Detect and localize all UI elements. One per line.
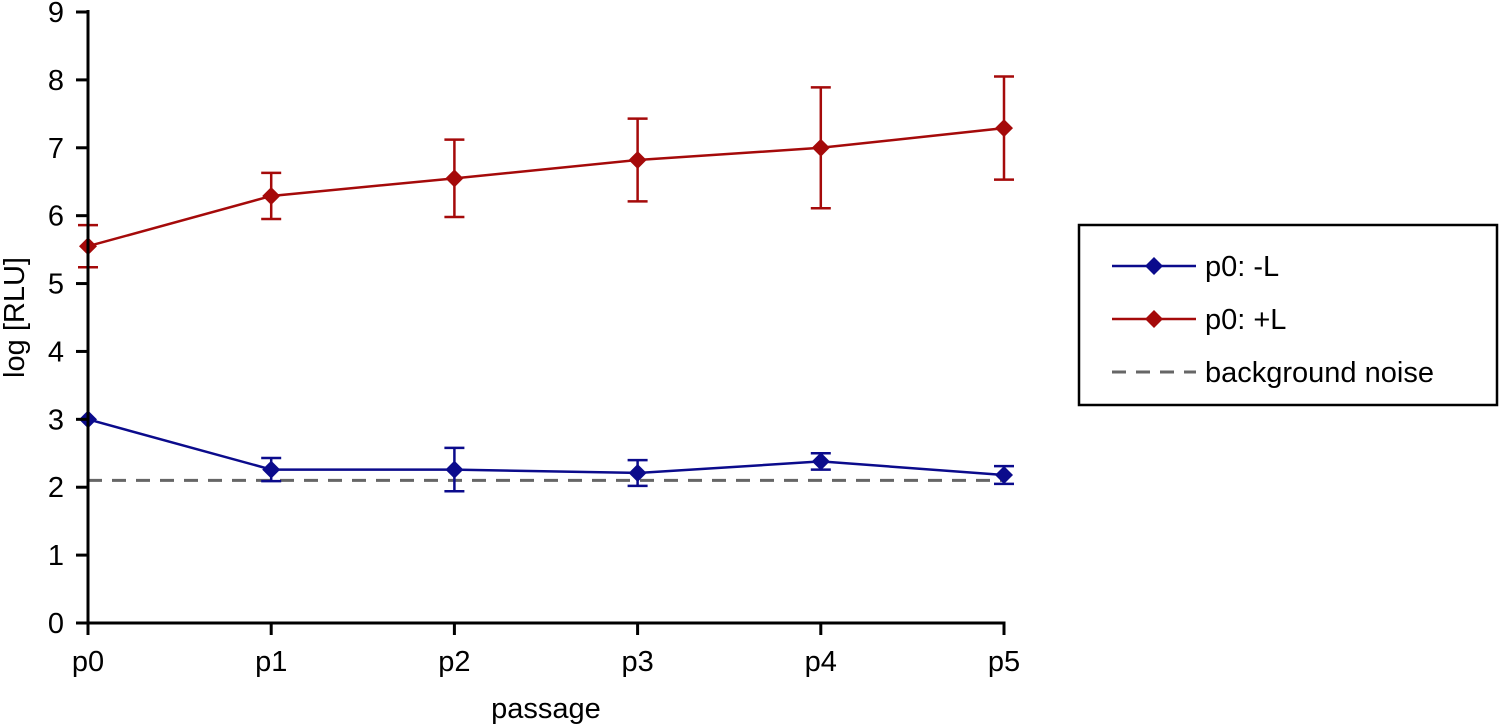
legend-marker bbox=[1145, 310, 1163, 328]
legend-marker bbox=[1145, 257, 1163, 275]
x-tick-label: p1 bbox=[255, 646, 287, 678]
plot-area bbox=[78, 75, 1014, 493]
series-line-0 bbox=[87, 418, 1005, 477]
data-point bbox=[811, 452, 830, 471]
y-tick-label: 5 bbox=[48, 269, 64, 301]
data-point bbox=[628, 150, 647, 169]
legend-label: p0: +L bbox=[1205, 304, 1286, 336]
x-axis-title: passage bbox=[491, 693, 601, 725]
data-point bbox=[628, 463, 647, 482]
x-tick-label: p0 bbox=[72, 646, 104, 678]
x-tick-label: p3 bbox=[621, 646, 653, 678]
y-tick-label: 2 bbox=[48, 472, 64, 504]
data-point bbox=[445, 169, 464, 188]
series-line-1 bbox=[87, 126, 1005, 248]
y-tick-label: 6 bbox=[48, 201, 64, 233]
x-tick-label: p2 bbox=[438, 646, 470, 678]
legend-label: background noise bbox=[1205, 357, 1434, 389]
data-point bbox=[811, 138, 830, 157]
y-tick-label: 4 bbox=[48, 336, 64, 368]
y-axis-title: log [RLU] bbox=[0, 257, 31, 378]
y-tick-label: 8 bbox=[48, 65, 64, 97]
axes: passage log [RLU] 0 1 2 3 4 5 6 7 8 9 p0 p1 p2 p3 p4 p5 bbox=[0, 0, 1020, 725]
x-tick-label: p4 bbox=[805, 646, 837, 678]
data-point bbox=[262, 186, 281, 205]
legend: p0: -L p0: +L background noise bbox=[1077, 223, 1499, 407]
data-point bbox=[445, 460, 464, 479]
y-tick-label: 3 bbox=[48, 404, 64, 436]
data-point bbox=[262, 460, 281, 479]
y-tick-label: 7 bbox=[48, 133, 64, 165]
legend-label: p0: -L bbox=[1205, 251, 1279, 283]
y-tick-label: 9 bbox=[48, 0, 64, 29]
y-tick-label: 1 bbox=[48, 540, 64, 572]
legend-box bbox=[1077, 223, 1499, 407]
data-point bbox=[995, 466, 1013, 485]
data-point bbox=[995, 119, 1013, 138]
y-tick-label: 0 bbox=[48, 608, 64, 640]
x-tick-label: p5 bbox=[988, 646, 1020, 678]
